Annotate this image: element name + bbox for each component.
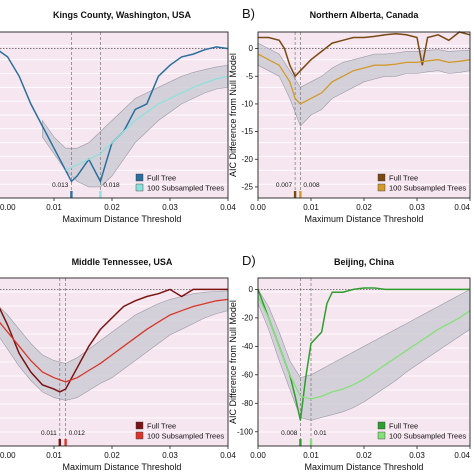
x-axis-label: Maximum Distance Threshold	[305, 462, 424, 472]
threshold-label: 0.008	[303, 182, 320, 189]
y-tick-label: -25	[241, 182, 253, 191]
y-tick-label: -20	[241, 313, 253, 322]
x-tick-label: 0.04	[220, 203, 236, 212]
chart-panel-4: 0.008 0.01 0.00 0.01 0.02 0.03 0.04 0 -20 -40 -60 -…	[228, 253, 471, 472]
x-tick-label: 0.02	[104, 203, 120, 212]
chart-panel-3: 0.011 0.012 0.00 0.01 0.02 0.03 0.04 Maximum Di…	[0, 257, 236, 472]
x-tick-label: 0.00	[0, 451, 16, 460]
y-axis-label: AIC Difference from Null Model	[228, 53, 238, 177]
threshold-label: 0.018	[103, 182, 120, 189]
threshold-label: 0.013	[52, 182, 69, 189]
legend-label: 100 Subsampled Trees	[389, 184, 466, 193]
x-tick-label: 0.01	[46, 203, 62, 212]
threshold-label: 0.012	[69, 430, 86, 437]
panel-title: Northern Alberta, Canada	[310, 10, 420, 20]
y-tick-label: -80	[241, 399, 253, 408]
legend-swatch-full	[377, 421, 386, 430]
x-tick-label: 0.00	[250, 451, 266, 460]
threshold-marker	[70, 191, 73, 198]
threshold-label: 0.01	[314, 430, 327, 437]
panel-letter: B)	[242, 6, 255, 21]
legend-swatch-full	[135, 173, 144, 182]
threshold-label: 0.011	[41, 430, 57, 437]
x-tick-label: 0.02	[356, 203, 372, 212]
x-tick-label: 0.03	[162, 203, 178, 212]
x-axis-label: Maximum Distance Threshold	[63, 214, 182, 224]
threshold-marker	[309, 439, 313, 446]
x-tick-label: 0.01	[303, 203, 319, 212]
panel-title: Middle Tennessee, USA	[72, 257, 173, 267]
y-tick-label: -10	[241, 99, 253, 108]
x-tick-label: 0.04	[220, 451, 236, 460]
y-tick-label: -5	[246, 72, 254, 81]
threshold-marker	[58, 439, 61, 446]
threshold-marker	[299, 191, 302, 198]
legend-swatch-full	[135, 421, 144, 430]
x-tick-label: 0.02	[104, 451, 120, 460]
y-tick-label: -60	[241, 370, 253, 379]
x-tick-label: 0.04	[454, 451, 470, 460]
x-tick-label: 0.01	[46, 451, 62, 460]
x-tick-label: 0.00	[250, 203, 266, 212]
y-axis-label: AIC Difference from Null Model	[228, 300, 238, 424]
legend-label: Full Tree	[147, 174, 176, 183]
full-tree-line	[0, 288, 228, 393]
y-tick-label: 0	[249, 285, 254, 294]
subsampled-line	[257, 296, 471, 400]
x-tick-label: 0.00	[0, 203, 16, 212]
y-tick-label: -40	[241, 342, 253, 351]
legend-label: Full Tree	[389, 174, 418, 183]
x-tick-label: 0.03	[409, 451, 425, 460]
full-tree-line	[257, 287, 470, 421]
legend-swatch-sub	[135, 183, 144, 192]
legend-swatch-sub	[135, 431, 144, 440]
y-tick-label: -100	[237, 427, 254, 436]
legend-label: 100 Subsampled Trees	[147, 184, 224, 193]
full-tree-line	[0, 46, 229, 184]
legend-label: 100 Subsampled Trees	[147, 432, 224, 441]
x-tick-label: 0.04	[454, 203, 470, 212]
y-tick-label: 0	[249, 44, 254, 53]
chart-panel-2: 0.007 0.008 0.00 0.01 0.02 0.03 0.04 0 -5 -10 -15 -…	[228, 6, 471, 224]
threshold-marker	[64, 439, 67, 446]
y-tick-label: -15	[241, 127, 253, 136]
full-tree-line	[258, 31, 471, 78]
threshold-marker	[99, 191, 102, 198]
x-axis-label: Maximum Distance Threshold	[305, 214, 424, 224]
x-tick-label: 0.03	[409, 203, 425, 212]
x-tick-label: 0.03	[162, 451, 178, 460]
y-tick-label: -20	[241, 155, 253, 164]
panel-title: Beijing, China	[334, 257, 395, 267]
subsampled-line	[65, 75, 229, 171]
chart-panel-1: 0.013 0.018 0.00 0.01 0.02 0.03 0.04 Maximum Di…	[0, 10, 236, 224]
threshold-label: 0.008	[281, 430, 298, 437]
legend-label: Full Tree	[147, 422, 176, 431]
threshold-label: 0.007	[276, 182, 293, 189]
x-tick-label: 0.01	[303, 451, 319, 460]
subsampled-line	[0, 298, 229, 383]
legend-swatch-sub	[377, 431, 386, 440]
x-tick-label: 0.02	[356, 451, 372, 460]
legend-label: Full Tree	[389, 422, 418, 431]
x-axis-label: Maximum Distance Threshold	[63, 462, 182, 472]
panel-letter: D)	[242, 253, 256, 268]
threshold-marker	[293, 191, 297, 198]
panel-title: Kings County, Washington, USA	[53, 10, 191, 20]
subsampled-line	[257, 53, 471, 105]
legend-swatch-sub	[377, 183, 386, 192]
legend-swatch-full	[377, 173, 386, 182]
legend-label: 100 Subsampled Trees	[389, 432, 466, 441]
threshold-marker	[299, 439, 302, 446]
